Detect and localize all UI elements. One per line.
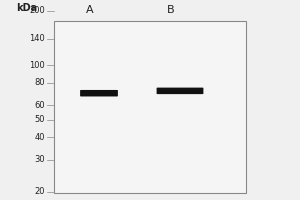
Text: 60: 60 (34, 101, 45, 110)
Text: 80: 80 (34, 78, 45, 87)
Text: 30: 30 (34, 155, 45, 164)
Text: 50: 50 (34, 115, 45, 124)
FancyBboxPatch shape (80, 90, 118, 96)
Text: 140: 140 (29, 34, 45, 43)
Text: B: B (167, 5, 175, 15)
Text: A: A (86, 5, 94, 15)
Text: kDa: kDa (16, 3, 38, 13)
Text: 100: 100 (29, 61, 45, 70)
Text: 40: 40 (34, 133, 45, 142)
Text: 200: 200 (29, 6, 45, 15)
FancyBboxPatch shape (157, 88, 203, 94)
Text: 20: 20 (34, 187, 45, 196)
Bar (54, 21, 246, 193)
